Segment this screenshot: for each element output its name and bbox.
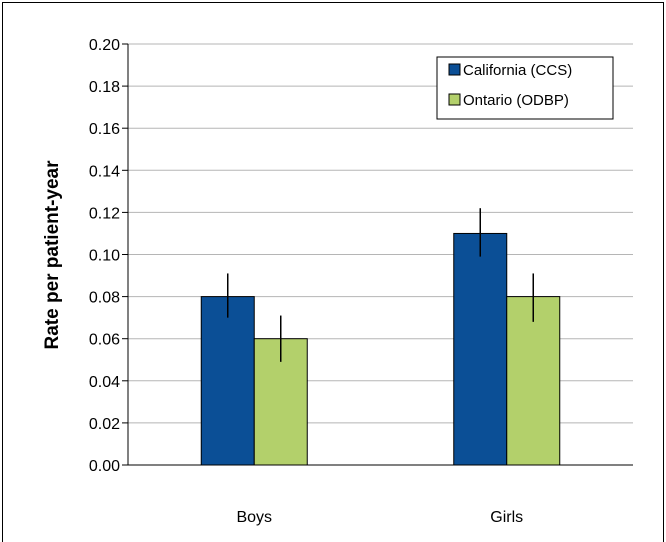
bars: [200, 208, 561, 466]
legend: California (CCS) Ontario (ODBP): [436, 56, 614, 120]
axes: 0.00 0.02 0.04 0.06 0.08 0.10 0.12 0.14 0.16 0.18…: [89, 37, 633, 526]
bar: [506, 296, 561, 466]
y-tick-label: 0.08: [89, 290, 120, 307]
y-tick-label: 0.10: [89, 248, 120, 265]
bar: [200, 296, 255, 466]
legend-label: California (CCS): [463, 62, 572, 79]
y-tick-label: 0.04: [89, 374, 120, 391]
y-tick-label: 0.14: [89, 163, 120, 180]
y-tick-label: 0.20: [89, 37, 120, 54]
y-tick-label: 0.12: [89, 205, 120, 222]
legend-label: Ontario (ODBP): [463, 92, 569, 109]
x-category-label: Girls: [490, 509, 523, 526]
y-tick-label: 0.18: [89, 79, 120, 96]
y-tick-label: 0.16: [89, 121, 120, 138]
y-tick-label: 0.02: [89, 416, 120, 433]
legend-swatch: [448, 93, 461, 106]
legend-swatch: [448, 63, 461, 76]
bar: [453, 232, 508, 466]
y-axis-label: Rate per patient-year: [42, 160, 63, 350]
y-tick-label: 0.06: [89, 332, 120, 349]
x-category-label: Boys: [236, 509, 272, 526]
legend-box: [436, 56, 614, 120]
y-tick-label: 0.00: [89, 458, 120, 475]
